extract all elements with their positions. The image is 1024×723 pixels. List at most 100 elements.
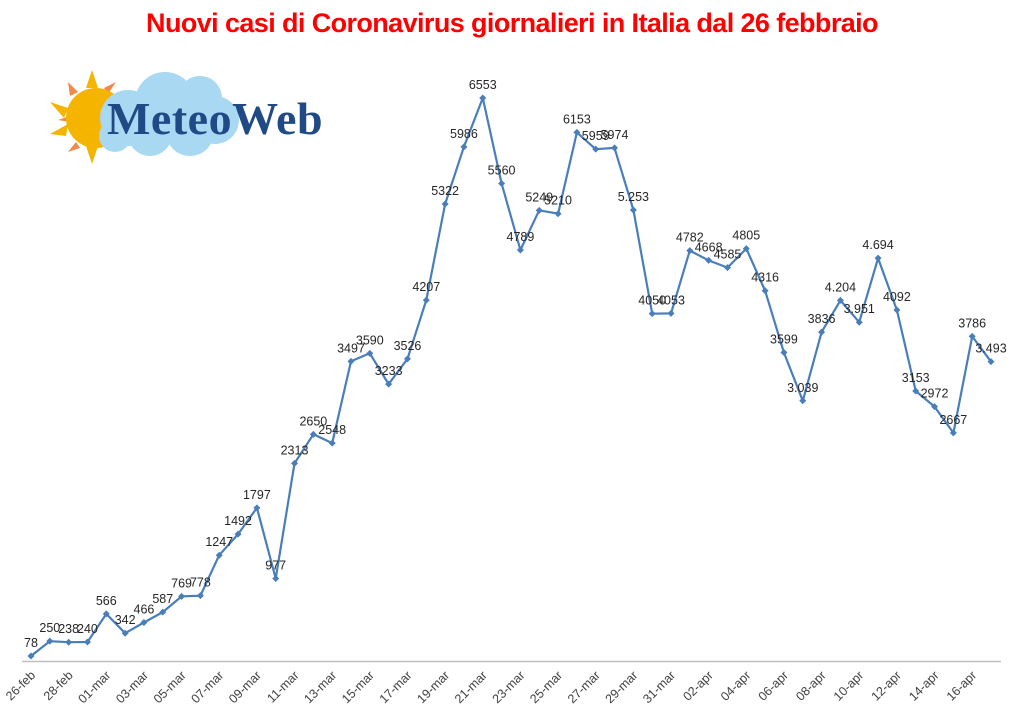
- data-label: 6553: [469, 78, 497, 92]
- data-label: 1797: [243, 488, 271, 502]
- x-tick-label: 08-apr: [793, 668, 828, 703]
- x-tick-label: 11-mar: [264, 668, 301, 705]
- data-label: 2548: [318, 423, 346, 437]
- x-tick-label: 31-mar: [640, 668, 678, 706]
- data-label: 4092: [883, 290, 911, 304]
- x-tick-label: 23-mar: [490, 668, 528, 706]
- data-point-marker: [742, 245, 750, 253]
- data-point-marker: [102, 610, 110, 618]
- data-point-marker: [554, 210, 562, 218]
- x-tick-label: 09-mar: [226, 668, 264, 706]
- x-tick-label: 14-apr: [906, 668, 941, 703]
- data-label: 1247: [205, 535, 233, 549]
- data-point-marker: [836, 296, 844, 304]
- data-point-marker: [83, 638, 91, 646]
- data-label: 977: [265, 559, 286, 573]
- data-point-marker: [498, 180, 506, 188]
- data-point-marker: [196, 592, 204, 600]
- x-tick-label: 15-mar: [339, 668, 377, 706]
- x-tick-label: 26-feb: [3, 668, 38, 703]
- data-point-marker: [460, 143, 468, 151]
- data-label: 3599: [770, 333, 798, 347]
- data-label: 240: [77, 622, 98, 636]
- data-label: 5560: [488, 164, 516, 178]
- data-label: 4207: [412, 280, 440, 294]
- data-point-marker: [611, 144, 619, 152]
- data-point-marker: [855, 318, 863, 326]
- data-label: 1492: [224, 514, 252, 528]
- data-label: 4316: [751, 271, 779, 285]
- data-point-marker: [178, 592, 186, 600]
- data-point-marker: [931, 403, 939, 411]
- x-tick-label: 19-mar: [414, 668, 452, 706]
- data-point-marker: [403, 355, 411, 363]
- data-point-marker: [328, 439, 336, 447]
- data-label: 3.951: [844, 302, 875, 316]
- data-label: 5959: [582, 129, 610, 143]
- data-label: 5974: [601, 128, 629, 142]
- x-tick-label: 10-apr: [831, 668, 866, 703]
- data-point-marker: [968, 332, 976, 340]
- data-label: 78: [24, 636, 38, 650]
- x-tick-label: 07-mar: [188, 668, 226, 706]
- data-label: 5322: [431, 184, 459, 198]
- data-label: 587: [152, 592, 173, 606]
- data-label: 2667: [939, 413, 967, 427]
- chart-title: Nuovi casi di Coronavirus giornalieri in…: [146, 8, 879, 38]
- data-label: 566: [96, 594, 117, 608]
- data-label: 2650: [299, 414, 327, 428]
- data-label: 250: [39, 621, 60, 635]
- data-point-marker: [479, 94, 487, 102]
- data-point-marker: [65, 638, 73, 646]
- data-label: 3590: [356, 333, 384, 347]
- x-tick-label: 28-feb: [41, 668, 76, 703]
- data-point-marker: [253, 504, 261, 512]
- x-tick-label: 12-apr: [869, 668, 904, 703]
- data-point-marker: [272, 575, 280, 583]
- data-label: 238: [58, 622, 79, 636]
- x-tick-label: 01-mar: [76, 668, 114, 706]
- data-label: 4805: [732, 229, 760, 243]
- data-label: 5210: [544, 194, 572, 208]
- data-label: 5.253: [618, 190, 649, 204]
- data-label: 3233: [375, 364, 403, 378]
- x-tick-label: 29-mar: [603, 668, 641, 706]
- data-point-marker: [385, 380, 393, 388]
- data-markers: [27, 94, 995, 660]
- data-point-marker: [629, 206, 637, 214]
- x-tick-label: 17-mar: [377, 668, 415, 706]
- data-point-marker: [291, 459, 299, 467]
- x-tick-label: 27-mar: [565, 668, 603, 706]
- data-point-marker: [535, 206, 543, 214]
- data-label: 4050: [638, 294, 666, 308]
- series-line: [30, 96, 992, 657]
- data-point-marker: [121, 629, 129, 637]
- data-point-marker: [592, 145, 600, 153]
- data-point-marker: [874, 254, 882, 262]
- data-label: 6153: [563, 112, 591, 126]
- data-point-marker: [215, 551, 223, 559]
- data-label: 4789: [507, 230, 535, 244]
- x-tick-label: 25-mar: [527, 668, 565, 706]
- data-point-marker: [347, 357, 355, 365]
- data-point-marker: [46, 637, 54, 645]
- data-label: 466: [134, 603, 155, 617]
- data-label: 5249: [525, 190, 553, 204]
- data-label: 769: [171, 576, 192, 590]
- x-tick-label: 16-apr: [944, 668, 979, 703]
- sun-cloud-icon: [50, 70, 239, 164]
- x-tick-label: 03-mar: [113, 668, 151, 706]
- data-label: 3786: [958, 316, 986, 330]
- data-label: 5986: [450, 127, 478, 141]
- x-axis-tick-labels: 26-feb 28-feb 01-mar 03-mar 05-mar 07-mar 09-m…: [3, 668, 979, 706]
- data-label: 342: [115, 613, 136, 627]
- data-label: 4585: [714, 248, 742, 262]
- x-tick-label: 06-apr: [756, 668, 791, 703]
- data-label: 2972: [921, 387, 949, 401]
- data-label: 3836: [808, 312, 836, 326]
- data-point-marker: [667, 309, 675, 317]
- data-point-marker: [441, 200, 449, 208]
- data-point-marker: [648, 310, 656, 318]
- data-label: 3.493: [975, 342, 1006, 356]
